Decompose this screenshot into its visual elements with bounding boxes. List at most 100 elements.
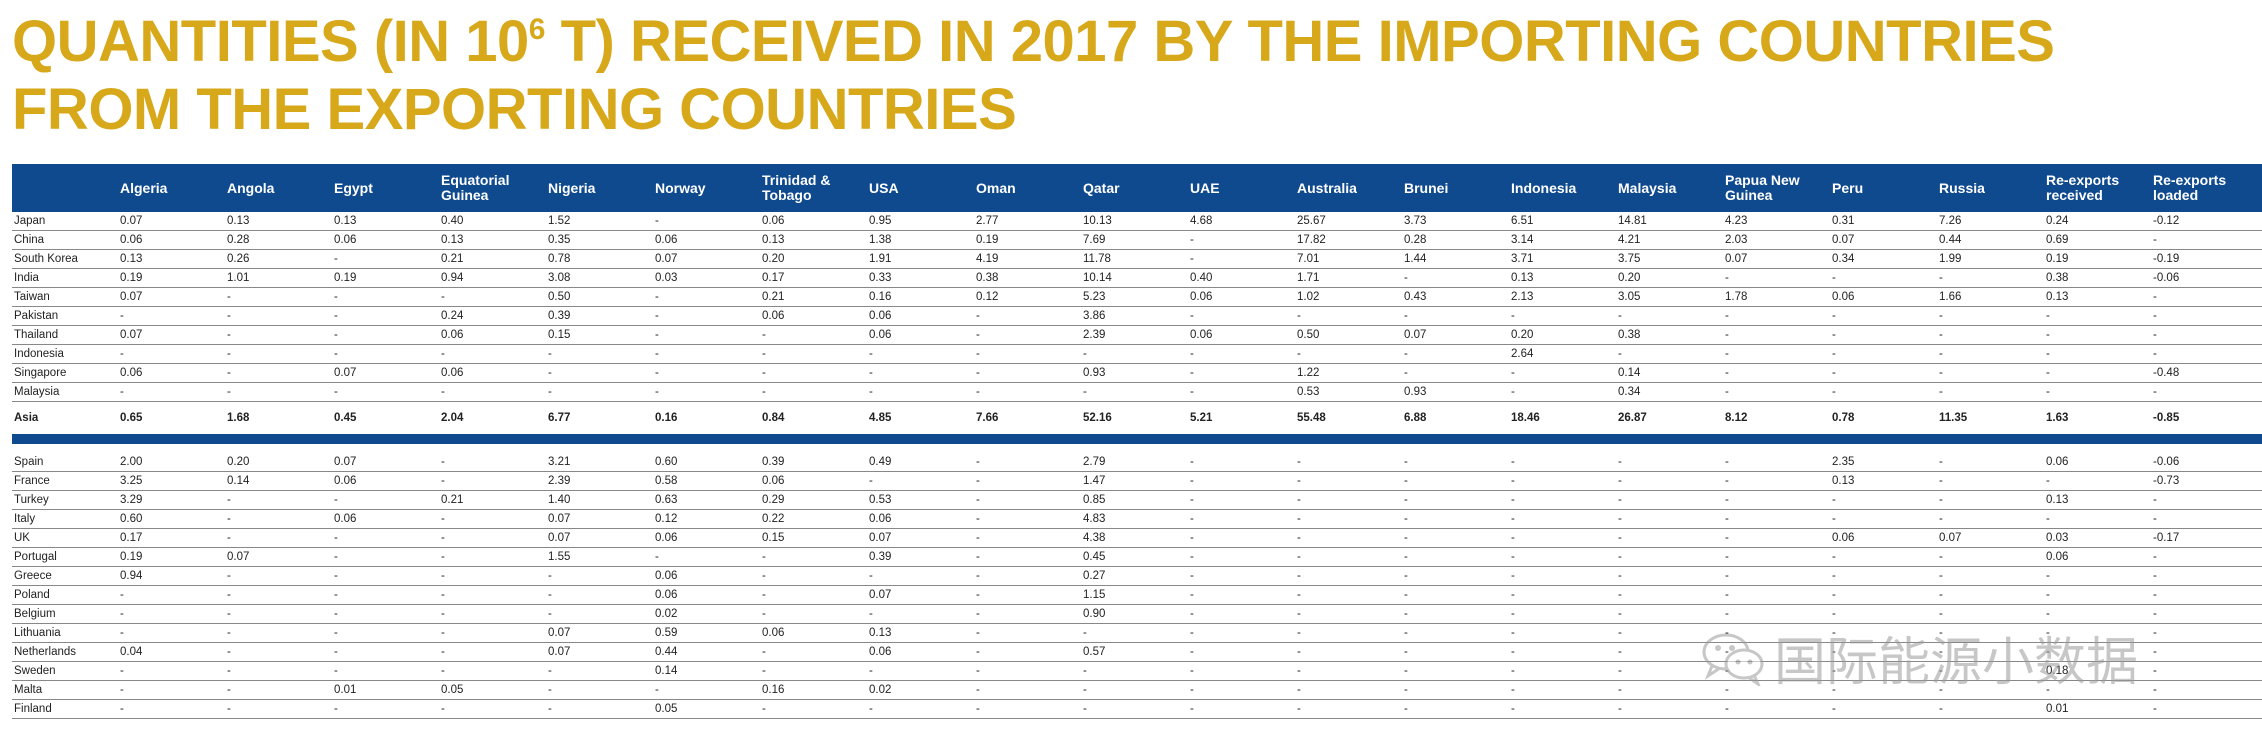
- value-cell: 2.03: [1721, 230, 1828, 250]
- value-cell: 0.93: [1400, 382, 1507, 402]
- value-cell: 0.06: [2042, 453, 2149, 472]
- value-cell: 0.40: [437, 212, 544, 231]
- value-cell: 0.33: [865, 268, 972, 288]
- value-cell: -: [972, 344, 1079, 364]
- value-cell: 2.64: [1507, 344, 1614, 364]
- value-cell: -: [1935, 680, 2042, 700]
- value-cell: 0.53: [865, 490, 972, 510]
- net-imports-cell: 2.64: [2256, 344, 2262, 364]
- country-cell: Thailand: [12, 325, 116, 345]
- value-cell: 0.13: [758, 230, 865, 250]
- value-cell: -: [865, 699, 972, 719]
- value-cell: -: [1507, 471, 1614, 491]
- value-cell: 0.78: [544, 249, 651, 269]
- value-cell: -: [1400, 363, 1507, 383]
- value-cell: -: [1507, 604, 1614, 624]
- value-cell: 7.01: [1293, 249, 1400, 269]
- value-cell: -: [1400, 699, 1507, 719]
- value-cell: 0.13: [865, 623, 972, 643]
- value-cell: 0.19: [330, 268, 437, 288]
- value-cell: 0.84: [762, 412, 785, 424]
- value-cell: -: [437, 453, 544, 472]
- net-imports-cell: 1.27: [2256, 585, 2262, 605]
- value-cell: 0.04: [116, 642, 223, 662]
- value-cell: -: [1186, 509, 1293, 529]
- value-cell: 17.82: [1293, 230, 1400, 250]
- value-cell: -: [1828, 325, 1935, 345]
- value-cell: -0.12: [2149, 212, 2256, 231]
- value-cell: 0.60: [116, 509, 223, 529]
- value-cell: -: [1828, 585, 1935, 605]
- value-cell: 1.44: [1400, 249, 1507, 269]
- value-cell: 0.16: [655, 412, 678, 424]
- table-row: Sweden-----0.14------------0.18-0.32: [12, 661, 2262, 681]
- value-cell: -: [437, 344, 544, 364]
- value-cell: 14.81: [1614, 212, 1721, 231]
- value-cell: -: [1293, 453, 1400, 472]
- net-imports-cell: 211.18: [2256, 402, 2262, 435]
- value-cell: 0.39: [758, 453, 865, 472]
- value-cell: -: [223, 306, 330, 326]
- value-cell: -: [1400, 268, 1507, 288]
- title-line2: FROM THE EXPORTING COUNTRIES: [12, 77, 1017, 142]
- table-row: Japan 0.07 0.13 0.13 0.40 1.52-0.06 0.95 2.77 10…: [12, 212, 2262, 231]
- value-cell: -: [1935, 547, 2042, 567]
- value-cell: -: [1828, 680, 1935, 700]
- value-cell: -: [2149, 306, 2256, 326]
- value-cell: 0.07: [330, 363, 437, 383]
- net-imports-cell: 4.88: [2256, 528, 2262, 548]
- value-cell: -: [758, 661, 865, 681]
- value-cell: -: [544, 699, 651, 719]
- value-cell: -: [651, 680, 758, 700]
- column-header: Equatorial Guinea: [441, 172, 510, 203]
- value-cell: 0.06: [758, 623, 865, 643]
- country-cell: India: [12, 268, 116, 288]
- value-cell: -: [758, 604, 865, 624]
- value-cell: -: [972, 528, 1079, 548]
- value-cell: 0.24: [2042, 212, 2149, 231]
- value-cell: -: [1721, 642, 1828, 662]
- value-cell: -: [1935, 471, 2042, 491]
- value-cell: -: [1721, 528, 1828, 548]
- value-cell: 0.29: [758, 490, 865, 510]
- value-cell: 0.59: [651, 623, 758, 643]
- value-cell: -: [330, 490, 437, 510]
- value-cell: 2.79: [1079, 453, 1186, 472]
- country-cell: Italy: [12, 509, 116, 529]
- value-cell: 0.44: [651, 642, 758, 662]
- value-cell: 11.35: [1939, 412, 1968, 424]
- value-cell: 0.38: [2042, 268, 2149, 288]
- value-cell: -: [2042, 306, 2149, 326]
- value-cell: -: [1935, 699, 2042, 719]
- value-cell: 0.78: [1832, 412, 1855, 424]
- net-imports-cell: 0.23: [2256, 680, 2262, 700]
- value-cell: -: [1828, 566, 1935, 586]
- value-cell: -: [1614, 680, 1721, 700]
- value-cell: -: [651, 212, 758, 231]
- column-header: Re-exports received: [2046, 172, 2120, 203]
- country-cell: Netherlands: [12, 642, 116, 662]
- value-cell: 5.23: [1079, 287, 1186, 307]
- column-header: Nigeria: [548, 179, 596, 196]
- value-cell: 0.06: [758, 306, 865, 326]
- value-cell: 7.26: [1935, 212, 2042, 231]
- value-cell: 0.06: [116, 363, 223, 383]
- value-cell: -: [2042, 344, 2149, 364]
- value-cell: -: [330, 661, 437, 681]
- value-cell: -: [1400, 471, 1507, 491]
- table-row: Indonesia-------------2.64------2.64: [12, 344, 2262, 364]
- value-cell: -: [330, 382, 437, 402]
- value-cell: -: [116, 344, 223, 364]
- value-cell: -: [116, 306, 223, 326]
- value-cell: 0.01: [2042, 699, 2149, 719]
- title-line1-b: T) RECEIVED IN 2017 BY THE IMPORTING COU…: [544, 9, 2055, 74]
- value-cell: -: [437, 471, 544, 491]
- value-cell: 0.14: [223, 471, 330, 491]
- column-header: Net imports: [2256, 164, 2262, 212]
- value-cell: -: [437, 528, 544, 548]
- value-cell: -: [1079, 623, 1186, 643]
- value-cell: -: [1614, 344, 1721, 364]
- value-cell: -: [2042, 363, 2149, 383]
- value-cell: 0.19: [972, 230, 1079, 250]
- value-cell: 0.45: [1079, 547, 1186, 567]
